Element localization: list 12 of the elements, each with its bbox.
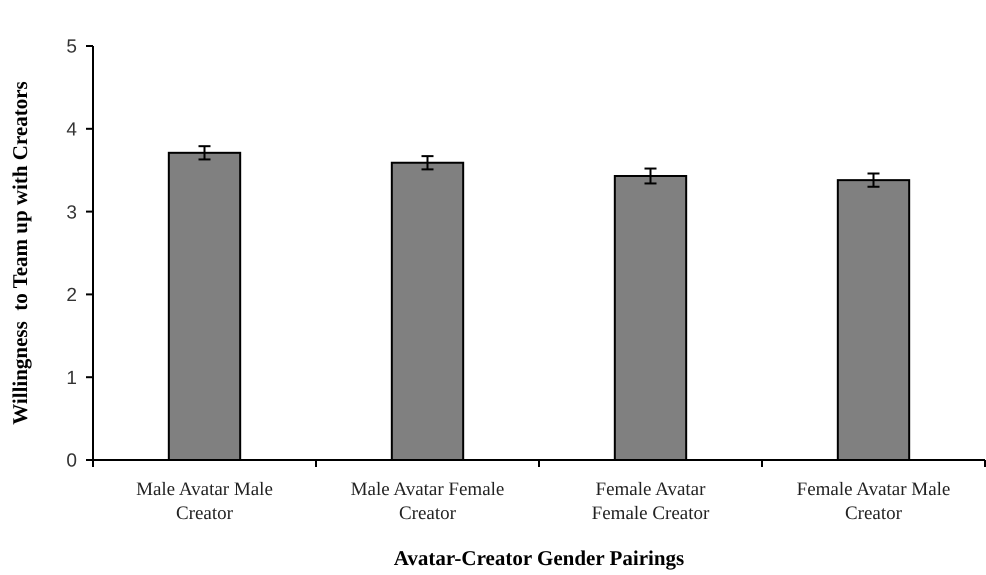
y-tick-label: 2 <box>66 285 77 306</box>
x-tick-label: Male Avatar Female Creator <box>350 479 504 524</box>
y-tick-label: 3 <box>66 202 77 224</box>
x-tick-label: Male Avatar Male Creator <box>136 479 273 524</box>
y-tick-label: 4 <box>66 119 78 140</box>
y-tick-label: 1 <box>66 368 77 389</box>
y-tick-label: 5 <box>66 36 77 58</box>
x-axis-title: Avatar-Creator Gender Pairings <box>394 546 684 570</box>
y-tick-label: 0 <box>66 450 77 472</box>
x-tick-label: Female Avatar Female Creator <box>592 479 710 524</box>
y-axis-title: Willingness to Team up with Creators <box>8 81 32 425</box>
x-tick-label: Female Avatar Male Creator <box>796 479 950 524</box>
